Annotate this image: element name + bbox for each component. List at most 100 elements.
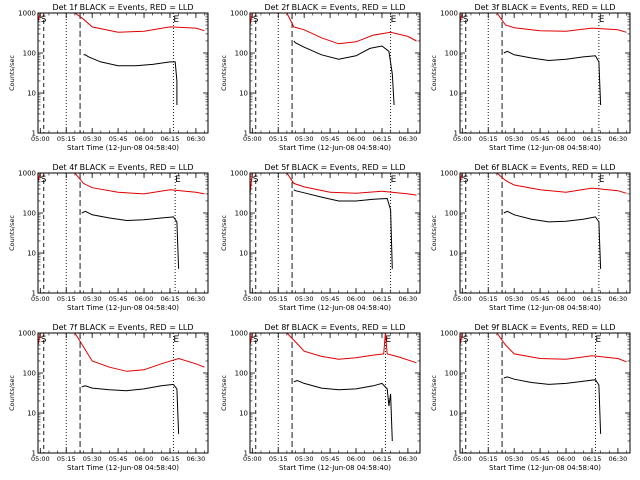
- x-tick-label: 06:00: [557, 135, 576, 143]
- y-axis-label: Counts/sec: [8, 375, 16, 411]
- events-series-line: [81, 383, 180, 434]
- detector-panel: Det 3f BLACK = Events, RED = LLD Counts/s…: [430, 3, 631, 152]
- y-tick-label: 1: [454, 290, 458, 298]
- x-axis-label: Start Time (12-Jun-08 04:58:40): [279, 144, 391, 152]
- x-tick-label: 05:45: [531, 135, 550, 143]
- end-annotation: E: [391, 175, 397, 185]
- x-tick-label: 06:00: [347, 295, 366, 303]
- x-tick-label: 05:30: [505, 455, 524, 463]
- detector-panel: Det 9f BLACK = Events, RED = LLD Counts/s…: [430, 323, 631, 472]
- x-tick-label: 06:30: [399, 135, 418, 143]
- events-series-line: [293, 379, 393, 442]
- y-tick-label: 1: [244, 130, 248, 138]
- y-tick-label: 10: [449, 410, 458, 418]
- y-tick-label: 1000: [230, 170, 248, 178]
- events-series-line: [503, 50, 602, 106]
- x-tick-label: 06:15: [583, 135, 602, 143]
- x-tick-label: 05:00: [31, 295, 50, 303]
- x-tick-label: 06:15: [583, 455, 602, 463]
- panel-title: Det 8f BLACK = Events, RED = LLD: [264, 323, 405, 332]
- y-tick-label: 100: [23, 50, 36, 58]
- x-tick-label: 06:00: [347, 135, 366, 143]
- x-tick-label: 06:00: [135, 295, 154, 303]
- x-axis-label: Start Time (12-Jun-08 04:58:40): [279, 304, 391, 312]
- x-tick-label: 06:30: [609, 135, 628, 143]
- x-tick-label: 05:45: [531, 455, 550, 463]
- x-tick-label: 05:30: [505, 135, 524, 143]
- x-tick-label: 05:15: [479, 295, 498, 303]
- x-tick-label: 06:00: [135, 455, 154, 463]
- plot-frame: [37, 332, 209, 454]
- y-axis-label: Counts/sec: [8, 55, 16, 91]
- y-tick-label: 10: [27, 250, 36, 258]
- lld-series-line: [38, 173, 205, 195]
- y-axis-label: Counts/sec: [430, 55, 438, 91]
- start-annotation: S: [253, 15, 259, 25]
- end-annotation: E: [173, 15, 179, 25]
- panel-title: Det 2f BLACK = Events, RED = LLD: [264, 3, 405, 12]
- x-tick-label: 05:45: [321, 135, 340, 143]
- x-tick-label: 05:45: [109, 135, 128, 143]
- end-annotation: E: [391, 15, 397, 25]
- end-annotation: E: [175, 175, 181, 185]
- start-annotation: S: [253, 335, 259, 345]
- end-annotation: E: [599, 175, 605, 185]
- x-tick-label: 06:30: [399, 295, 418, 303]
- y-axis-label: Counts/sec: [430, 215, 438, 251]
- y-tick-label: 100: [445, 50, 458, 58]
- x-tick-label: 05:30: [83, 135, 102, 143]
- detector-panel: Det 2f BLACK = Events, RED = LLD Counts/s…: [220, 3, 421, 152]
- detector-panel: Det 6f BLACK = Events, RED = LLD Counts/s…: [430, 163, 631, 312]
- detector-panel: Det 7f BLACK = Events, RED = LLD Counts/s…: [8, 323, 209, 472]
- y-tick-label: 100: [235, 210, 248, 218]
- x-tick-label: 05:00: [243, 455, 262, 463]
- plot-frame: [249, 172, 421, 294]
- x-tick-label: 05:30: [295, 455, 314, 463]
- panel-title: Det 7f BLACK = Events, RED = LLD: [52, 323, 193, 332]
- x-tick-label: 05:45: [109, 455, 128, 463]
- x-tick-label: 05:45: [531, 295, 550, 303]
- y-tick-label: 10: [239, 410, 248, 418]
- lld-series-line: [38, 13, 205, 33]
- x-tick-label: 05:15: [269, 295, 288, 303]
- x-axis-label: Start Time (12-Jun-08 04:58:40): [489, 304, 601, 312]
- x-tick-label: 06:30: [399, 455, 418, 463]
- x-tick-label: 05:15: [57, 455, 76, 463]
- x-tick-label: 06:30: [609, 455, 628, 463]
- panel-title: Det 9f BLACK = Events, RED = LLD: [474, 323, 615, 332]
- x-tick-label: 05:15: [479, 135, 498, 143]
- detector-panel: Det 1f BLACK = Events, RED = LLD Counts/s…: [8, 3, 209, 152]
- x-tick-label: 05:30: [295, 135, 314, 143]
- x-axis-label: Start Time (12-Jun-08 04:58:40): [279, 464, 391, 472]
- start-annotation: S: [463, 15, 469, 25]
- start-annotation: S: [41, 335, 47, 345]
- lld-series-line: [460, 333, 627, 363]
- y-tick-label: 1000: [18, 330, 36, 338]
- y-axis-label: Counts/sec: [8, 215, 16, 251]
- x-axis-label: Start Time (12-Jun-08 04:58:40): [489, 464, 601, 472]
- events-series-line: [81, 210, 180, 269]
- x-tick-label: 06:15: [373, 455, 392, 463]
- x-tick-label: 05:00: [453, 295, 472, 303]
- y-tick-label: 1: [454, 130, 458, 138]
- y-tick-label: 1: [32, 290, 36, 298]
- x-tick-label: 05:15: [57, 135, 76, 143]
- y-tick-label: 1000: [230, 10, 248, 18]
- panel-title: Det 4f BLACK = Events, RED = LLD: [52, 163, 193, 172]
- x-tick-label: 06:30: [187, 295, 206, 303]
- y-tick-label: 100: [23, 370, 36, 378]
- events-series-line: [293, 189, 393, 269]
- x-tick-label: 06:15: [373, 295, 392, 303]
- plot-frame: [459, 332, 631, 454]
- x-tick-label: 06:00: [135, 135, 154, 143]
- x-tick-label: 06:30: [187, 135, 206, 143]
- x-tick-label: 05:15: [57, 295, 76, 303]
- y-tick-label: 1000: [440, 330, 458, 338]
- y-axis-label: Counts/sec: [430, 375, 438, 411]
- x-tick-label: 06:15: [373, 135, 392, 143]
- panel-title: Det 3f BLACK = Events, RED = LLD: [474, 3, 615, 12]
- panel-title: Det 5f BLACK = Events, RED = LLD: [264, 163, 405, 172]
- y-tick-label: 1: [32, 130, 36, 138]
- x-tick-label: 05:45: [321, 295, 340, 303]
- x-tick-label: 06:00: [557, 295, 576, 303]
